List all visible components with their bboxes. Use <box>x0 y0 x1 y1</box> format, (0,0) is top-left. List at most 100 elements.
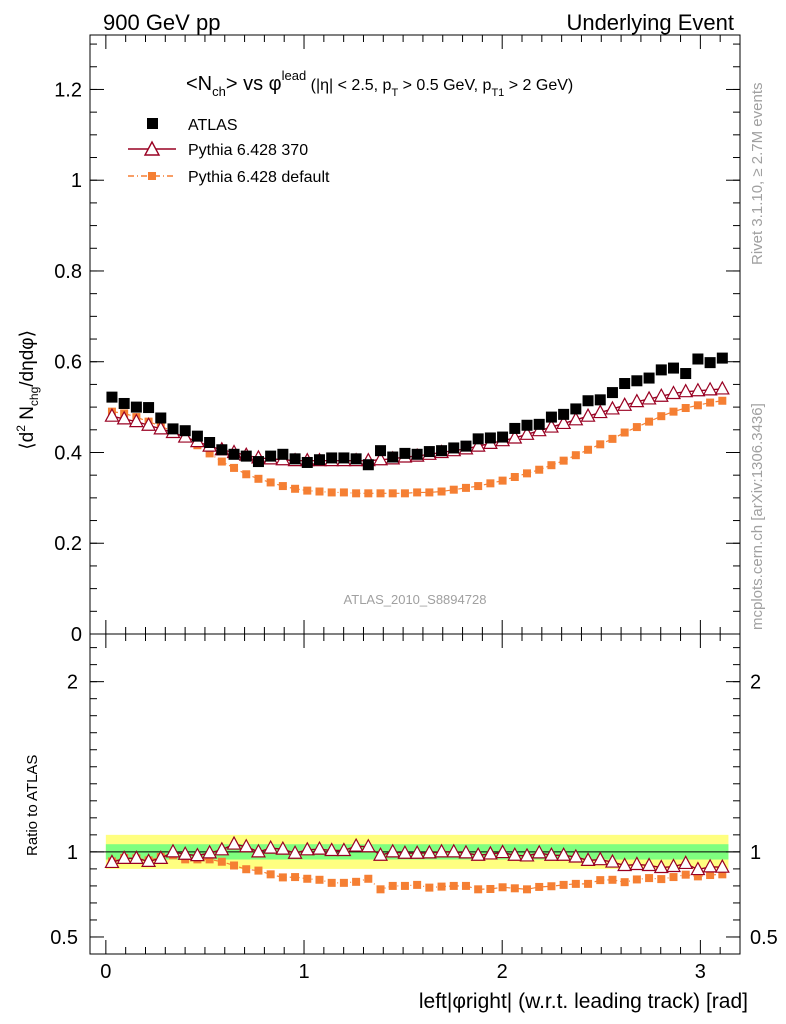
point-pythia-370 <box>153 420 169 435</box>
point-pythia-default <box>571 451 580 460</box>
x-tick-label: 3 <box>695 961 706 983</box>
ratio-point-pythia-370 <box>702 858 718 873</box>
ratio-point-pythia-370 <box>617 857 633 872</box>
ratio-point-pythia-default <box>596 876 605 885</box>
ratio-point-pythia-370 <box>507 847 523 861</box>
point-pythia-370 <box>714 380 730 395</box>
point-atlas <box>350 453 362 465</box>
ratio-point-pythia-default <box>632 875 641 884</box>
point-atlas <box>655 364 667 376</box>
point-pythia-default <box>278 482 287 491</box>
ratio-point-pythia-370 <box>556 847 572 861</box>
ratio-point-pythia-default <box>352 877 361 886</box>
ratio-point-pythia-default <box>339 878 348 887</box>
point-pythia-default <box>315 487 324 496</box>
point-pythia-default <box>620 428 629 437</box>
point-pythia-default <box>413 488 422 497</box>
point-pythia-370 <box>641 390 657 405</box>
header-left: 900 GeV pp <box>103 10 221 35</box>
ratio-point-pythia-370 <box>568 848 584 863</box>
point-atlas <box>375 445 387 457</box>
point-pythia-370 <box>592 404 608 419</box>
ratio-point-pythia-default <box>230 861 239 870</box>
point-pythia-default <box>205 449 214 458</box>
point-pythia-default <box>230 463 239 472</box>
main-x-ticks <box>105 35 741 634</box>
series-pythia-default-line <box>111 400 723 494</box>
point-pythia-370 <box>543 418 559 433</box>
ratio-point-pythia-default <box>376 885 385 894</box>
ratio-point-pythia-default <box>449 881 458 890</box>
point-atlas <box>387 451 399 463</box>
point-pythia-default <box>364 489 373 498</box>
point-pythia-370 <box>556 415 572 430</box>
point-atlas <box>716 352 728 364</box>
point-pythia-default <box>669 407 678 416</box>
ratio-point-pythia-default <box>510 884 519 893</box>
point-pythia-default <box>327 488 336 497</box>
ratio-point-pythia-default <box>425 883 434 892</box>
ratio-point-pythia-default <box>242 865 251 874</box>
point-atlas <box>277 448 289 460</box>
ratio-point-pythia-default <box>400 881 409 890</box>
x-axis-label: left|φright| (w.r.t. leading track) [rad… <box>419 990 748 1013</box>
ratio-point-pythia-370 <box>165 843 181 858</box>
ratio-point-pythia-370 <box>714 858 730 873</box>
ratio-panel: 0.5 0.5 1 1 2 2 0 1 2 3 Ratio to ATLAS left|φrig… <box>24 633 778 1013</box>
legend-pdef-marker <box>148 172 156 180</box>
point-pythia-default <box>449 485 458 494</box>
ratio-point-pythia-370 <box>678 855 694 870</box>
chart-title: <Nch> vs φlead (|η| < 2.5, pT > 0.5 GeV,… <box>186 68 573 99</box>
point-pythia-370 <box>617 397 633 411</box>
ratio-point-pythia-default <box>437 882 446 891</box>
point-pythia-default <box>645 417 654 426</box>
ratio-point-pythia-default <box>559 880 568 889</box>
ratio-point-pythia-default <box>669 873 678 882</box>
ratio-point-pythia-default <box>584 879 593 888</box>
point-atlas <box>460 440 472 452</box>
legend: ATLAS Pythia 6.428 370 Pythia 6.428 defa… <box>128 117 330 186</box>
point-atlas <box>399 447 411 459</box>
point-atlas <box>497 431 509 443</box>
point-pythia-370 <box>629 393 645 408</box>
ratio-point-pythia-370 <box>373 847 389 861</box>
ratio-y-tick-label-right: 2 <box>750 672 761 694</box>
ratio-y-tick-label-left: 2 <box>67 672 78 694</box>
ratio-point-pythia-default <box>718 870 727 879</box>
point-atlas <box>130 401 142 413</box>
ratio-point-pythia-default <box>461 881 470 890</box>
point-pythia-default <box>632 423 641 432</box>
ratio-point-pythia-370 <box>348 837 364 852</box>
point-pythia-default <box>303 486 312 495</box>
rivet-label: Rivet 3.1.10, ≥ 2.7M events <box>749 83 766 266</box>
ratio-point-pythia-370 <box>690 861 706 876</box>
point-atlas <box>484 432 496 444</box>
ratio-point-pythia-370 <box>238 838 254 853</box>
ratio-point-pythia-370 <box>604 853 620 868</box>
legend-atlas-label: ATLAS <box>188 117 238 134</box>
ratio-point-pythia-default <box>645 874 654 883</box>
ratio-point-pythia-default <box>327 878 336 887</box>
ratio-point-pythia-default <box>364 874 373 883</box>
point-atlas <box>228 448 240 460</box>
point-pythia-370 <box>470 437 486 452</box>
point-pythia-370 <box>678 383 694 398</box>
point-pythia-default <box>608 434 617 443</box>
point-pythia-default <box>376 489 385 498</box>
ratio-point-pythia-370 <box>543 847 559 861</box>
ratio-point-pythia-370 <box>495 844 511 859</box>
ratio-y-tick-label-right: 1 <box>750 842 761 864</box>
ratio-point-pythia-370 <box>263 839 279 854</box>
point-pythia-default <box>706 398 715 407</box>
ratio-point-pythia-370 <box>458 844 474 859</box>
ratio-point-pythia-370 <box>128 850 144 864</box>
point-atlas <box>594 394 606 406</box>
point-pythia-default <box>242 470 251 479</box>
ratio-point-pythia-370 <box>336 842 352 857</box>
point-pythia-default <box>352 489 361 498</box>
mcplots-label: mcplots.cern.ch [arXiv:1306.3436] <box>749 403 766 630</box>
ratio-point-pythia-default <box>205 855 214 864</box>
main-y-tick-label: 0 <box>71 624 82 646</box>
ratio-point-pythia-default <box>547 882 556 891</box>
